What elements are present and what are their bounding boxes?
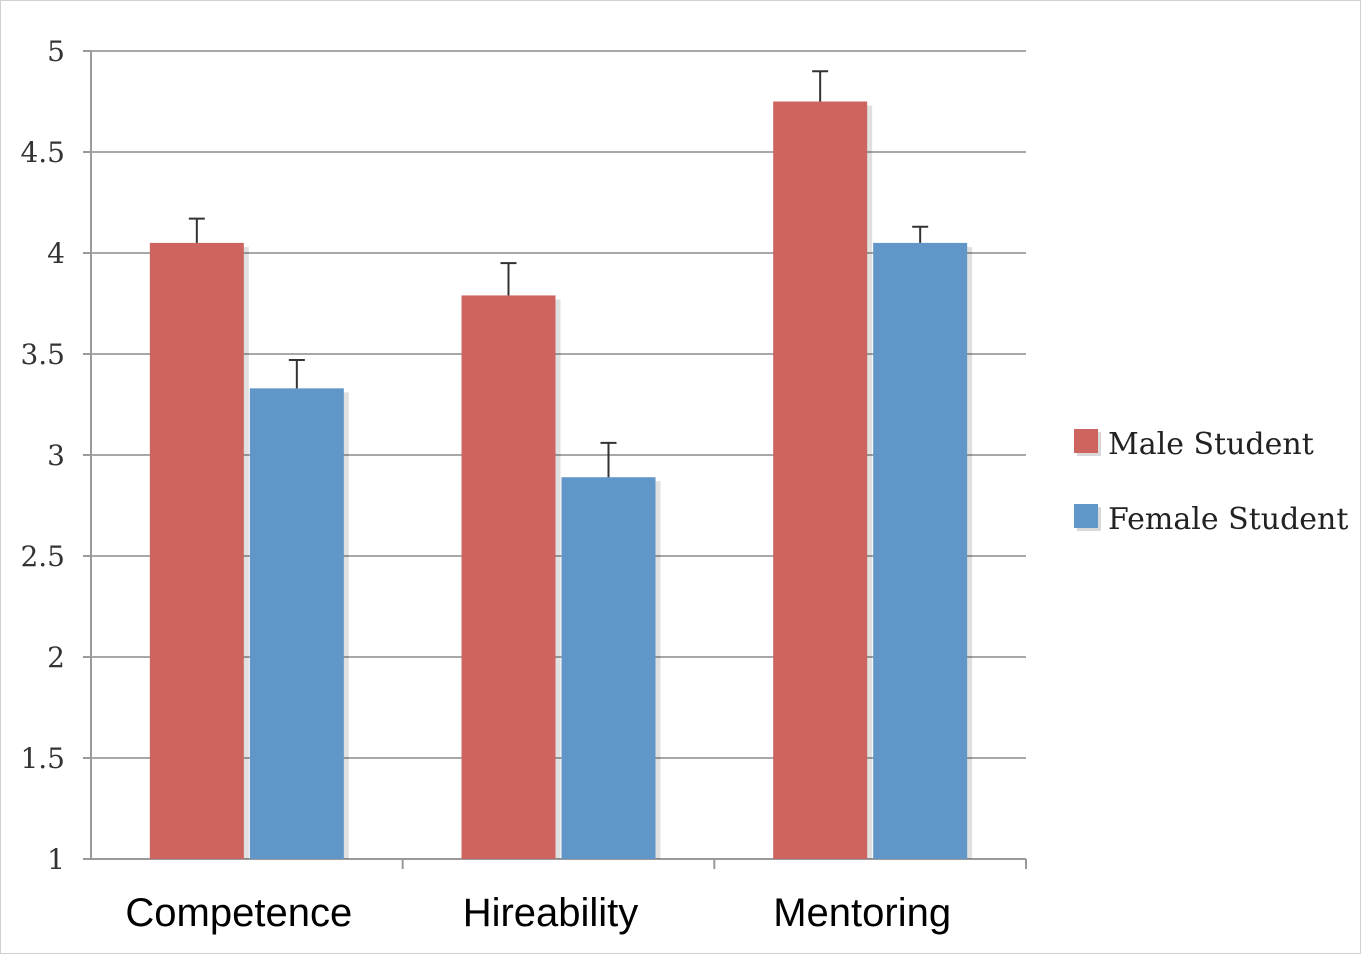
bars (149, 101, 973, 859)
axes (83, 50, 1027, 869)
legend: Male Student Female Student (1074, 427, 1348, 537)
y-tick-label: 4 (47, 237, 65, 270)
bar (149, 242, 244, 859)
bar (773, 101, 868, 859)
legend-label: Male Student (1108, 427, 1314, 462)
bar (461, 295, 556, 859)
legend-swatch (1074, 504, 1098, 528)
y-tick-label: 1 (47, 843, 65, 876)
category-label: Mentoring (773, 891, 951, 935)
legend-swatch (1074, 429, 1098, 453)
y-tick-label: 3.5 (20, 338, 65, 371)
y-tick-label: 2.5 (20, 540, 65, 573)
y-tick-labels: 1 1.5 2 2.5 3 3.5 4 4.5 5 (20, 35, 65, 876)
category-label: Competence (125, 891, 352, 935)
grid-lines (91, 50, 1026, 860)
y-tick-label: 3 (47, 439, 65, 472)
y-tick-label: 4.5 (20, 136, 65, 169)
y-tick-label: 1.5 (20, 742, 65, 775)
category-labels: Competence Hireability Mentoring (125, 891, 951, 935)
bar (561, 477, 656, 859)
bar (249, 388, 344, 859)
y-tick-label: 2 (47, 641, 65, 674)
error-bars (188, 70, 929, 478)
legend-label: Female Student (1108, 502, 1348, 537)
y-tick-label: 5 (47, 35, 65, 68)
category-label: Hireability (463, 891, 639, 935)
bar (873, 242, 968, 859)
